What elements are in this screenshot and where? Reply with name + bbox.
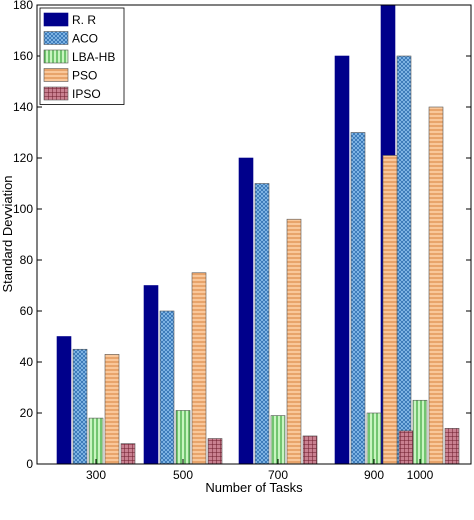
y-axis-title: Standard Devviation [0, 175, 15, 292]
bar-lba-hb-900 [366, 412, 382, 465]
bar-lba-hb-500 [175, 410, 191, 465]
legend-swatch-ipso [43, 86, 69, 101]
legend-label-r-r: R. R [72, 13, 96, 27]
bar-ipso-1000 [444, 427, 460, 465]
legend-label-pso: PSO [72, 69, 97, 83]
bar-pso-700 [286, 218, 302, 465]
x-axis: 300 500 700 900 1000 [86, 459, 434, 482]
x-tick-label-700: 700 [268, 468, 288, 482]
legend-label-lba-hb: LBA-HB [72, 50, 115, 64]
bar-r-r-300 [56, 336, 72, 465]
y-tick-label-0: 0 [26, 457, 33, 471]
legend-swatch-lba-hb [43, 49, 69, 64]
y-axis: 0 20 40 60 80 100 120 140 160 180 [13, 0, 471, 471]
bar-ipso-300 [120, 443, 136, 465]
bar-lba-hb-300 [88, 417, 104, 465]
bar-aco-500 [159, 310, 175, 465]
legend-label-ipso: IPSO [72, 87, 101, 101]
bar-lba-hb-700 [270, 415, 286, 465]
legend-swatch-pso [43, 68, 69, 82]
y-tick-label-100: 100 [13, 202, 33, 216]
bar-r-r-500 [143, 285, 159, 465]
legend-swatch-r-r [43, 12, 69, 27]
x-axis-title: Number of Tasks [205, 480, 303, 495]
legend-swatch-aco [43, 31, 69, 45]
bar-aco-700 [254, 183, 270, 465]
bar-pso-900 [382, 155, 398, 465]
bar-pso-500 [191, 272, 207, 465]
bar-pso-1000 [428, 106, 444, 465]
y-tick-label-60: 60 [20, 304, 34, 318]
y-tick-label-20: 20 [20, 406, 34, 420]
legend: R. R ACO LBA-HB PSO IPSO [39, 7, 125, 105]
bar-ipso-700 [302, 435, 318, 465]
bar-aco-300 [72, 348, 88, 465]
x-tick-label-300: 300 [86, 468, 106, 482]
bar-lba-hb-1000 [412, 399, 428, 465]
y-tick-label-40: 40 [20, 355, 34, 369]
bar-r-r-900 [334, 55, 350, 465]
bar-ipso-900 [398, 430, 414, 465]
bar-ipso-500 [207, 438, 223, 465]
x-tick-label-1000: 1000 [407, 468, 434, 482]
plot-frame [36, 4, 472, 465]
y-tick-label-80: 80 [20, 253, 34, 267]
bar-r-r-700 [238, 157, 254, 465]
y-tick-label-120: 120 [13, 151, 33, 165]
bar-pso-300 [104, 354, 120, 465]
y-tick-label-180: 180 [13, 0, 33, 12]
x-tick-label-900: 900 [364, 468, 384, 482]
legend-label-aco: ACO [72, 32, 98, 46]
x-tick-label-500: 500 [173, 468, 193, 482]
bar-aco-900 [350, 132, 366, 465]
y-tick-label-160: 160 [13, 49, 33, 63]
bar-aco-1000 [396, 55, 412, 465]
bars-group [56, 4, 460, 465]
y-tick-label-140: 140 [13, 100, 33, 114]
